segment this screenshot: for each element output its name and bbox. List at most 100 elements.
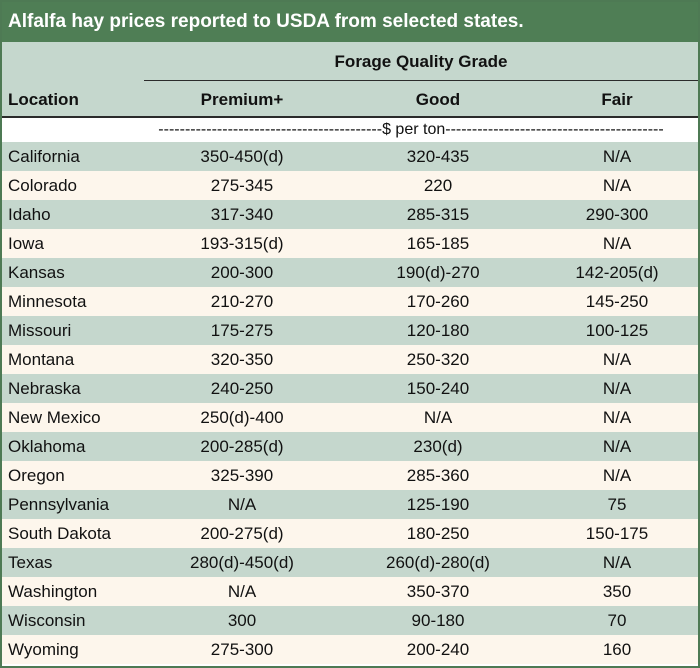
- premium-cell: N/A: [227, 581, 257, 601]
- location-cell: Idaho: [8, 204, 51, 224]
- group-header-rule: [144, 80, 698, 81]
- header-rule: [2, 116, 698, 118]
- premium-cell: 350-450(d): [200, 146, 284, 166]
- premium-cell: 320-350: [210, 349, 274, 369]
- column-header-location: Location: [8, 90, 79, 109]
- fair-cell: 100-125: [585, 320, 649, 340]
- unit-row: ----------------------------------------…: [2, 118, 698, 142]
- premium-cell: 325-390: [210, 465, 274, 485]
- good-cell: 230(d): [413, 436, 463, 456]
- good-cell: 170-260: [406, 291, 470, 311]
- column-header-fair: Fair: [601, 90, 633, 109]
- premium-cell: 275-345: [210, 175, 274, 195]
- good-cell: 320-435: [406, 146, 470, 166]
- fair-cell: 70: [607, 610, 627, 630]
- good-cell: 285-360: [406, 465, 470, 485]
- column-header-premium: Premium+: [200, 90, 284, 109]
- premium-cell: 200-285(d): [200, 436, 284, 456]
- table-row: Oklahoma 200-285(d) 230(d) N/A: [2, 432, 698, 461]
- fair-cell: 290-300: [585, 204, 649, 224]
- premium-cell: 200-275(d): [200, 523, 284, 543]
- premium-cell: 275-300: [210, 639, 274, 659]
- good-cell: 350-370: [406, 581, 470, 601]
- fair-cell: 350: [602, 581, 632, 601]
- premium-cell: 300: [227, 610, 257, 630]
- location-cell: Montana: [8, 349, 75, 369]
- location-cell: Oregon: [8, 465, 65, 485]
- fair-cell: N/A: [602, 175, 632, 195]
- location-cell: Pennsylvania: [8, 494, 110, 514]
- fair-cell: 142-205(d): [575, 262, 659, 282]
- fair-cell: N/A: [602, 349, 632, 369]
- table-row: Nebraska 240-250 150-240 N/A: [2, 374, 698, 403]
- premium-cell: 193-315(d): [200, 233, 284, 253]
- good-cell: 260(d)-280(d): [386, 552, 490, 572]
- good-cell: 190(d)-270: [396, 262, 480, 282]
- fair-cell: N/A: [602, 378, 632, 398]
- fair-cell: 160: [602, 639, 632, 659]
- good-cell: 125-190: [406, 494, 470, 514]
- table-row: Missouri 175-275 120-180 100-125: [2, 316, 698, 345]
- location-cell: Washington: [8, 581, 98, 601]
- good-cell: 200-240: [406, 639, 470, 659]
- premium-cell: 200-300: [210, 262, 274, 282]
- column-header-good: Good: [415, 90, 461, 109]
- group-header-forage-quality: Forage Quality Grade: [334, 52, 508, 71]
- table-row: New Mexico 250(d)-400 N/A N/A: [2, 403, 698, 432]
- location-cell: Wisconsin: [8, 610, 86, 630]
- good-cell: 120-180: [406, 320, 470, 340]
- good-cell: 285-315: [406, 204, 470, 224]
- premium-cell: 240-250: [210, 378, 274, 398]
- location-cell: South Dakota: [8, 523, 112, 543]
- table-row: Minnesota 210-270 170-260 145-250: [2, 287, 698, 316]
- table-row: Montana 320-350 250-320 N/A: [2, 345, 698, 374]
- premium-cell: 250(d)-400: [200, 407, 284, 427]
- table-row: Washington N/A 350-370 350: [2, 577, 698, 606]
- table-row: Wyoming 275-300 200-240 160: [2, 635, 698, 664]
- good-cell: 165-185: [406, 233, 470, 253]
- table-title: Alfalfa hay prices reported to USDA from…: [2, 2, 698, 42]
- fair-cell: 75: [607, 494, 627, 514]
- location-cell: New Mexico: [8, 407, 101, 427]
- location-cell: Wyoming: [8, 639, 79, 659]
- table-row: Pennsylvania N/A 125-190 75: [2, 490, 698, 519]
- fair-cell: N/A: [602, 552, 632, 572]
- good-cell: 250-320: [406, 349, 470, 369]
- table-header: Forage Quality Grade Location Premium+ G…: [2, 42, 698, 116]
- table-row: Kansas 200-300 190(d)-270 142-205(d): [2, 258, 698, 287]
- location-cell: Kansas: [8, 262, 65, 282]
- location-cell: Minnesota: [8, 291, 87, 311]
- fair-cell: N/A: [602, 233, 632, 253]
- premium-cell: 317-340: [210, 204, 274, 224]
- unit-label: ----------------------------------------…: [158, 121, 664, 138]
- fair-cell: 145-250: [585, 291, 649, 311]
- premium-cell: 175-275: [210, 320, 274, 340]
- table-body: California 350-450(d) 320-435 N/A Colorado 27…: [2, 142, 698, 664]
- fair-cell: N/A: [602, 407, 632, 427]
- premium-cell: 280(d)-450(d): [190, 552, 294, 572]
- good-cell: 150-240: [406, 378, 470, 398]
- location-cell: Colorado: [8, 175, 77, 195]
- good-cell: 180-250: [406, 523, 470, 543]
- table-row: Iowa 193-315(d) 165-185 N/A: [2, 229, 698, 258]
- location-cell: Iowa: [8, 233, 44, 253]
- premium-cell: N/A: [227, 494, 257, 514]
- fair-cell: N/A: [602, 436, 632, 456]
- location-cell: California: [8, 146, 80, 166]
- location-cell: Oklahoma: [8, 436, 86, 456]
- table-row: Oregon 325-390 285-360 N/A: [2, 461, 698, 490]
- good-cell: 90-180: [411, 610, 465, 630]
- location-cell: Nebraska: [8, 378, 81, 398]
- table-row: South Dakota 200-275(d) 180-250 150-175: [2, 519, 698, 548]
- fair-cell: N/A: [602, 146, 632, 166]
- good-cell: 220: [423, 175, 453, 195]
- fair-cell: 150-175: [585, 523, 649, 543]
- table-row: Colorado 275-345 220 N/A: [2, 171, 698, 200]
- table-row: Idaho 317-340 285-315 290-300: [2, 200, 698, 229]
- premium-cell: 210-270: [210, 291, 274, 311]
- table-row: Wisconsin 300 90-180 70: [2, 606, 698, 635]
- fair-cell: N/A: [602, 465, 632, 485]
- table-row: Texas 280(d)-450(d) 260(d)-280(d) N/A: [2, 548, 698, 577]
- table-row: California 350-450(d) 320-435 N/A: [2, 142, 698, 171]
